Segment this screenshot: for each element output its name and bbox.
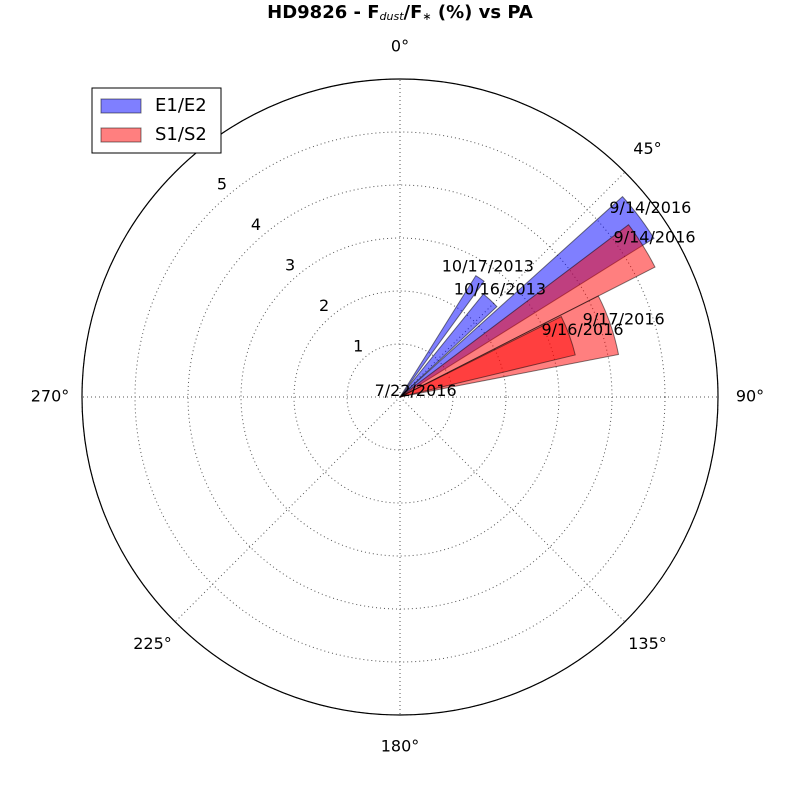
theta-tick-label: 135° (628, 634, 667, 653)
wedge (399, 293, 498, 398)
wedge-label: 9/14/2016 (609, 198, 691, 217)
r-tick-label: 2 (319, 296, 329, 315)
theta-tick-label: 270° (31, 387, 70, 406)
wedge-label: 10/16/2013 (454, 279, 546, 298)
theta-tick-label: 90° (736, 387, 764, 406)
grid-circle (240, 237, 560, 557)
wedge (399, 315, 576, 398)
r-tick-label: 4 (251, 215, 261, 234)
wedge-label: 9/17/2016 (583, 309, 665, 328)
theta-tick-label: 180° (381, 737, 420, 756)
title-part: ∗ (422, 10, 431, 23)
title-part: /F (404, 2, 423, 23)
grid-circle (293, 290, 507, 504)
r-tick-label: 3 (285, 256, 295, 275)
outer-frame (81, 78, 719, 716)
r-tick-label: 1 (353, 337, 363, 356)
grid-spoke (174, 396, 401, 623)
wedge (399, 274, 485, 398)
legend-swatch (100, 127, 142, 143)
theta-tick-label: 225° (133, 634, 172, 653)
title-part: dust (380, 10, 405, 23)
title-part: (%) vs PA (432, 2, 533, 23)
grid-spoke (399, 396, 626, 623)
wedge-label: 7/22/2016 (375, 381, 457, 400)
wedge (399, 395, 404, 398)
theta-tick-label: 45° (633, 139, 661, 158)
chart-title: HD9826 - Fdust/F∗ (%) vs PA (267, 2, 533, 23)
legend-label: E1/E2 (155, 95, 207, 116)
r-tick-label: 5 (217, 174, 227, 193)
legend-swatch (100, 98, 142, 114)
wedge-label: 9/14/2016 (614, 227, 696, 246)
title-part: HD9826 - F (267, 2, 379, 23)
wedge (399, 224, 656, 398)
legend-label: S1/S2 (155, 124, 207, 145)
wedge-label: 9/16/2016 (541, 320, 623, 339)
wedge-label: 10/17/2013 (442, 256, 534, 275)
theta-tick-label: 0° (391, 37, 409, 56)
wedge (399, 195, 655, 398)
